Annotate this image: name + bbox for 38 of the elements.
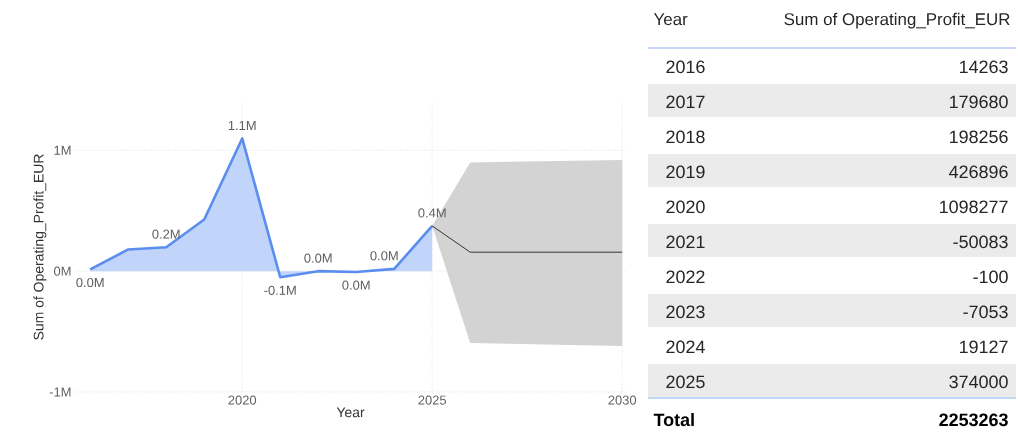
y-tick-label: 2019 <box>666 165 705 179</box>
data-label: 198256 <box>950 130 1008 144</box>
data-label: 179680 <box>950 95 1008 109</box>
data-label: 0.4M <box>418 208 446 218</box>
data-label: 1098277 <box>940 200 1008 214</box>
y-tick-label: -1M <box>49 387 71 397</box>
data-label: -7053 <box>963 305 1008 319</box>
data-label: 14263 <box>959 60 1008 74</box>
data-label: -50083 <box>953 235 1008 249</box>
y-tick-label: 2021 <box>666 235 705 249</box>
y-tick-label: 2023 <box>666 305 705 319</box>
x-tick-label: 2025 <box>418 395 447 405</box>
y-tick-label: 2017 <box>666 95 705 109</box>
y-tick-label: 2018 <box>666 130 705 144</box>
x-tick-label: 2020 <box>228 395 257 405</box>
data-label: 0.0M <box>342 280 370 290</box>
y-tick-label: 2024 <box>666 340 705 354</box>
text: 2253263 <box>939 413 1008 427</box>
data-label: -100 <box>973 270 1008 284</box>
data-label: 1.1M <box>228 121 256 130</box>
data-label: 0.0M <box>76 277 104 288</box>
text: Total <box>653 412 694 427</box>
y-tick-label: 2020 <box>666 200 705 214</box>
y-tick-label: 0M <box>54 266 71 276</box>
x-axis-title: Year <box>336 407 365 418</box>
y-tick-label: 2016 <box>666 60 705 74</box>
y-axis-title: Year <box>653 13 688 26</box>
y-tick-label: 2022 <box>666 270 705 284</box>
data-label: 0.2M <box>152 229 180 239</box>
y-tick-label: 2025 <box>666 375 705 389</box>
data-label: 19127 <box>959 340 1008 354</box>
data-label: 374000 <box>949 375 1008 389</box>
x-tick-label: 2030 <box>608 395 637 405</box>
data-label: 426896 <box>949 165 1008 179</box>
data-label: 0.0M <box>304 253 332 263</box>
data-label: 0.0M <box>370 251 398 261</box>
data-label: -0.1M <box>264 285 296 295</box>
y-tick-label: 1M <box>54 145 71 155</box>
